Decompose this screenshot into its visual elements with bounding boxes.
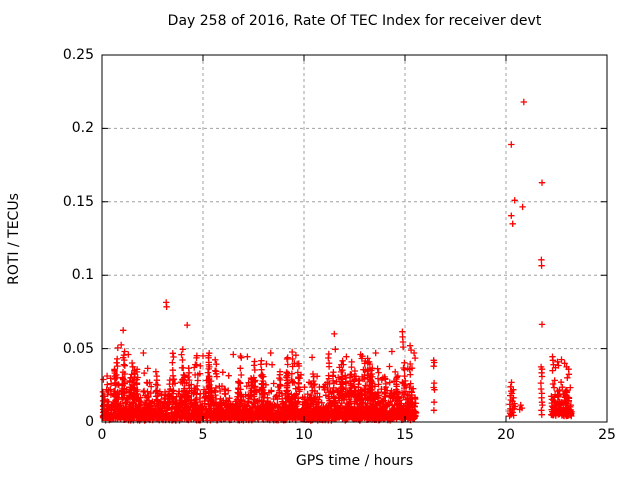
plot-border-rect [101, 54, 608, 423]
x-tick-label: 10 [295, 427, 313, 443]
grid-lines [102, 55, 607, 422]
y-tick-label: 0 [85, 414, 94, 430]
y-tick-label: 0.1 [71, 267, 94, 284]
axis-ticks [101, 54, 608, 423]
x-tick-label: 15 [396, 427, 414, 443]
x-tick-label: 5 [198, 427, 208, 443]
chart-title: Day 258 of 2016, Rate Of TEC Index for r… [167, 13, 542, 29]
y-tick-label: 0.15 [62, 193, 94, 210]
x-tick-label: 25 [598, 427, 616, 443]
y-tick-label: 0.2 [71, 120, 94, 137]
x-tick-label: 20 [497, 427, 515, 443]
x-axis-label: GPS time / hours [295, 453, 414, 469]
plot-border [101, 54, 608, 423]
tick-marks-path [101, 54, 608, 423]
data-points [99, 98, 575, 424]
y-tick-label: 0.25 [62, 47, 94, 63]
scatter-points-path [99, 98, 575, 424]
y-tick-label: 0.05 [62, 340, 94, 357]
grid-line-path [102, 55, 607, 422]
x-tick-label: 0 [97, 427, 107, 443]
